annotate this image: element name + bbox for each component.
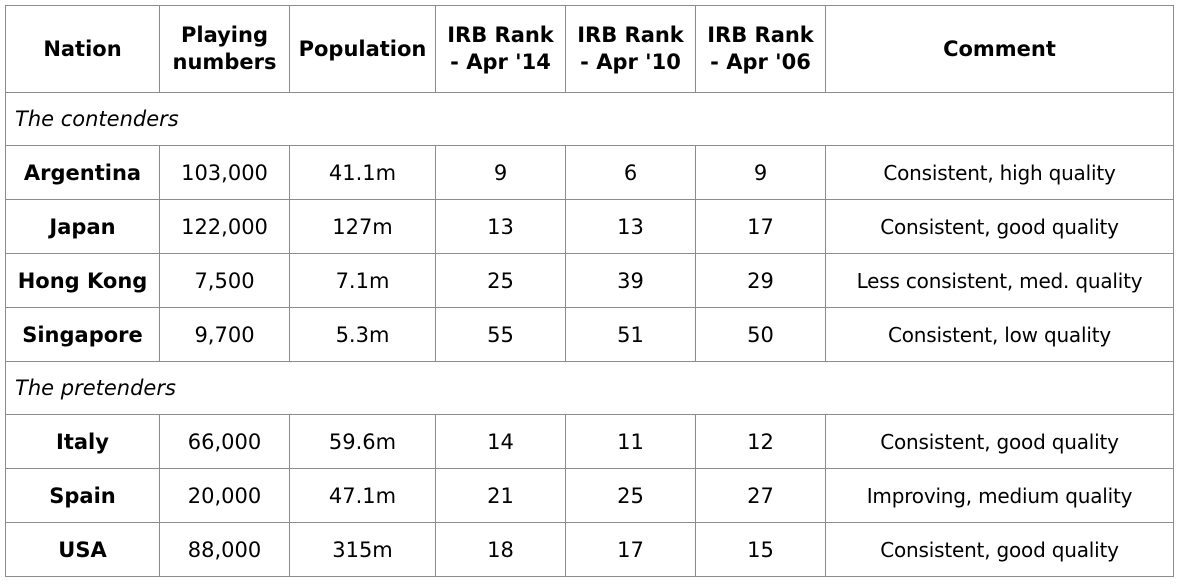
cell-nation: Argentina xyxy=(5,145,160,200)
cell-nation: Spain xyxy=(5,468,160,523)
cell-playing-numbers: 88,000 xyxy=(159,522,290,577)
cell-nation: Japan xyxy=(5,199,160,254)
cell-irb-rank-apr-10: 6 xyxy=(565,145,696,200)
header-rank14-line1: IRB Rank xyxy=(447,23,554,47)
header-playing-line1: Playing xyxy=(181,23,268,47)
cell-nation: Singapore xyxy=(5,307,160,362)
cell-irb-rank-apr-14: 21 xyxy=(435,468,566,523)
section-row: The pretenders xyxy=(5,361,1174,415)
table-row: Japan 122,000 127m 13 13 17 Consistent, good q… xyxy=(5,199,1174,254)
header-rank06-line1: IRB Rank xyxy=(707,23,814,47)
cell-comment: Consistent, good quality xyxy=(825,522,1174,577)
header-comment: Comment xyxy=(825,5,1174,93)
section-title: The contenders xyxy=(5,92,1174,146)
cell-nation: Italy xyxy=(5,414,160,469)
cell-population: 5.3m xyxy=(289,307,436,362)
table-row: Argentina 103,000 41.1m 9 6 9 Consistent, high… xyxy=(5,145,1174,200)
cell-comment: Consistent, good quality xyxy=(825,199,1174,254)
cell-irb-rank-apr-06: 50 xyxy=(695,307,826,362)
header-rank10-line2: - Apr '10 xyxy=(580,50,681,74)
header-irb-rank-apr-06: IRB Rank - Apr '06 xyxy=(695,5,826,93)
cell-irb-rank-apr-14: 9 xyxy=(435,145,566,200)
header-nation: Nation xyxy=(5,5,160,93)
table-row: Singapore 9,700 5.3m 55 51 50 Consistent, low … xyxy=(5,307,1174,362)
cell-irb-rank-apr-10: 11 xyxy=(565,414,696,469)
table-body: The contenders Argentina 103,000 41.1m 9 6 9 Co… xyxy=(5,92,1174,577)
cell-irb-rank-apr-10: 25 xyxy=(565,468,696,523)
cell-irb-rank-apr-14: 14 xyxy=(435,414,566,469)
cell-comment: Consistent, low quality xyxy=(825,307,1174,362)
cell-irb-rank-apr-14: 18 xyxy=(435,522,566,577)
header-playing-numbers: Playing numbers xyxy=(159,5,290,93)
cell-irb-rank-apr-06: 29 xyxy=(695,253,826,308)
cell-population: 47.1m xyxy=(289,468,436,523)
cell-nation: Hong Kong xyxy=(5,253,160,308)
cell-population: 59.6m xyxy=(289,414,436,469)
cell-playing-numbers: 66,000 xyxy=(159,414,290,469)
cell-irb-rank-apr-06: 12 xyxy=(695,414,826,469)
header-playing-line2: numbers xyxy=(172,50,277,74)
header-rank10-line1: IRB Rank xyxy=(577,23,684,47)
header-population: Population xyxy=(289,5,436,93)
cell-comment: Consistent, good quality xyxy=(825,414,1174,469)
section-row: The contenders xyxy=(5,92,1174,146)
cell-comment: Improving, medium quality xyxy=(825,468,1174,523)
cell-irb-rank-apr-14: 25 xyxy=(435,253,566,308)
cell-irb-rank-apr-06: 17 xyxy=(695,199,826,254)
cell-population: 41.1m xyxy=(289,145,436,200)
cell-playing-numbers: 103,000 xyxy=(159,145,290,200)
cell-irb-rank-apr-10: 13 xyxy=(565,199,696,254)
cell-population: 315m xyxy=(289,522,436,577)
cell-irb-rank-apr-06: 27 xyxy=(695,468,826,523)
cell-irb-rank-apr-10: 51 xyxy=(565,307,696,362)
cell-irb-rank-apr-10: 39 xyxy=(565,253,696,308)
cell-irb-rank-apr-10: 17 xyxy=(565,522,696,577)
cell-playing-numbers: 122,000 xyxy=(159,199,290,254)
table-row: USA 88,000 315m 18 17 15 Consistent, good qual… xyxy=(5,522,1174,577)
header-rank06-line2: - Apr '06 xyxy=(710,50,811,74)
table-row: Italy 66,000 59.6m 14 11 12 Consistent, good q… xyxy=(5,414,1174,469)
cell-playing-numbers: 9,700 xyxy=(159,307,290,362)
cell-playing-numbers: 7,500 xyxy=(159,253,290,308)
cell-irb-rank-apr-06: 9 xyxy=(695,145,826,200)
cell-playing-numbers: 20,000 xyxy=(159,468,290,523)
cell-population: 7.1m xyxy=(289,253,436,308)
table-row: Hong Kong 7,500 7.1m 25 39 29 Less consistent,… xyxy=(5,253,1174,308)
cell-nation: USA xyxy=(5,522,160,577)
header-irb-rank-apr-10: IRB Rank - Apr '10 xyxy=(565,5,696,93)
section-title: The pretenders xyxy=(5,361,1174,415)
cell-irb-rank-apr-14: 55 xyxy=(435,307,566,362)
cell-comment: Consistent, high quality xyxy=(825,145,1174,200)
cell-irb-rank-apr-14: 13 xyxy=(435,199,566,254)
table-row: Spain 20,000 47.1m 21 25 27 Improving, medium … xyxy=(5,468,1174,523)
cell-irb-rank-apr-06: 15 xyxy=(695,522,826,577)
cell-comment: Less consistent, med. quality xyxy=(825,253,1174,308)
rugby-nations-table: Nation Playing numbers Population IRB Ra… xyxy=(5,5,1174,577)
cell-population: 127m xyxy=(289,199,436,254)
header-row: Nation Playing numbers Population IRB Ra… xyxy=(5,5,1174,93)
header-irb-rank-apr-14: IRB Rank - Apr '14 xyxy=(435,5,566,93)
header-rank14-line2: - Apr '14 xyxy=(450,50,551,74)
